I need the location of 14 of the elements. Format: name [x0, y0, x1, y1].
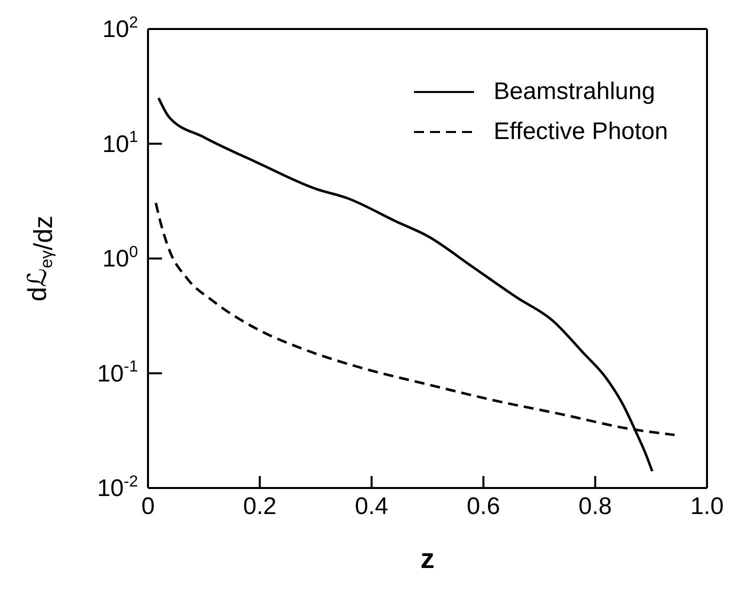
y-tick-label: 10$^{-1}$ — [97, 358, 138, 388]
y-tick-label: 10$^{-2}$ — [97, 473, 138, 502]
legend-label: Beamstrahlung — [494, 78, 656, 106]
x-tick-label: 0 — [141, 493, 155, 520]
x-tick-label: 0.6 — [466, 493, 500, 520]
x-axis-title: z — [420, 542, 434, 574]
y-tick-label: 10$^{1}$ — [102, 129, 138, 158]
x-tick-label: 0.4 — [354, 493, 388, 520]
x-tick-label: 1.0 — [690, 493, 724, 520]
legend-label: Effective Photon — [494, 118, 668, 146]
y-tick-label: 10$^{0}$ — [102, 244, 138, 272]
x-tick-label: 0.2 — [243, 493, 276, 520]
x-tick-label: 0.8 — [578, 493, 612, 520]
y-tick-label: 10$^{2}$ — [102, 14, 138, 43]
